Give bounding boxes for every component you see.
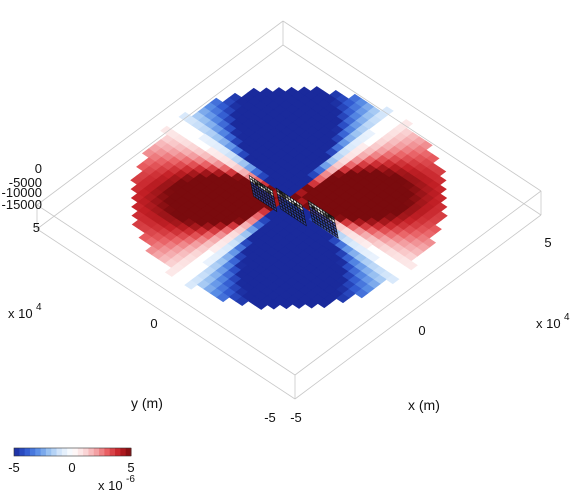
colorbar-swatch	[72, 448, 79, 456]
x-tick-label: -5	[290, 410, 302, 425]
colorbar-swatch	[109, 448, 116, 456]
colorbar-multiplier-exponent: -6	[126, 474, 135, 485]
fault-patch	[334, 232, 339, 239]
colorbar-swatch	[67, 448, 73, 456]
y-axis-label: y (m)	[131, 395, 163, 411]
colorbar-swatch	[40, 448, 47, 456]
colorbar-swatch	[29, 448, 36, 456]
colorbar-swatch	[45, 448, 52, 456]
heatmap-surface	[130, 86, 448, 310]
z-tick-label: -15000	[2, 197, 42, 212]
colorbar-frame	[13, 447, 132, 457]
colorbar-tick-label: 5	[127, 460, 134, 475]
colorbar-swatch	[93, 448, 100, 456]
heatmap-cell	[164, 267, 179, 277]
colorbar-swatch	[14, 448, 20, 456]
colorbar-tick-label: -5	[8, 460, 20, 475]
y-tick-label: 5	[33, 220, 40, 235]
heatmap-cell	[216, 292, 230, 303]
box-edge	[294, 214, 542, 400]
heatmap-cell	[404, 260, 418, 271]
box-edge	[282, 20, 542, 192]
colorbar-swatch	[88, 448, 95, 456]
box-edge	[36, 44, 284, 230]
colorbar-swatch	[77, 448, 84, 456]
colorbar-swatch	[51, 448, 58, 456]
box-edge	[36, 204, 296, 376]
colorbar-swatch	[24, 448, 31, 456]
fault-patch	[302, 220, 307, 227]
heatmap-cell	[304, 298, 319, 309]
colorbar-swatch	[104, 448, 111, 456]
box-edge	[282, 44, 542, 216]
heatmap-cell	[317, 298, 331, 309]
y-tick-label: 0	[150, 316, 157, 331]
colorbar-swatch	[99, 448, 105, 456]
z-tick-label: -10000	[2, 185, 42, 200]
colorbar-tick-label: 0	[68, 460, 75, 475]
x-tick-label: 0	[418, 323, 425, 338]
heatmap-cell	[266, 299, 281, 310]
heatmap-cell	[184, 280, 198, 290]
colorbar-swatch	[61, 448, 68, 456]
colorbar-swatch	[83, 448, 89, 456]
heatmap-cell	[279, 299, 294, 310]
fault-patch	[273, 206, 278, 213]
colorbar-swatch	[120, 448, 127, 456]
heatmap-cell	[235, 296, 249, 306]
heatmap-cell	[385, 274, 400, 285]
colorbar-swatch	[115, 448, 121, 456]
x-tick-label: 5	[544, 235, 551, 250]
heatmap-cell	[354, 288, 369, 299]
colorbar-swatch	[19, 448, 26, 456]
x-multiplier-exponent: 4	[564, 312, 570, 323]
z-tick-label: 0	[35, 161, 42, 176]
y-multiplier-exponent: 4	[36, 302, 42, 313]
heatmap-cell	[292, 299, 306, 309]
fault-plane	[248, 174, 339, 239]
colorbar-multiplier: x 10	[98, 478, 123, 493]
colorbar-swatch	[125, 448, 132, 456]
box-edge	[294, 190, 542, 376]
heatmap-cell	[336, 293, 350, 304]
heatmap-cell	[254, 300, 268, 310]
colorbar-swatch	[35, 448, 42, 456]
axes-box	[36, 20, 542, 400]
box-edge	[36, 228, 296, 400]
x-multiplier: x 10	[536, 316, 561, 331]
box-edge	[36, 20, 284, 206]
y-multiplier: x 10	[8, 306, 33, 321]
z-tick-label: -5000	[9, 175, 42, 190]
x-axis-label: x (m)	[408, 397, 440, 413]
y-tick-label: -5	[264, 410, 276, 425]
colorbar-swatch	[56, 448, 63, 456]
colorbar	[13, 447, 132, 457]
